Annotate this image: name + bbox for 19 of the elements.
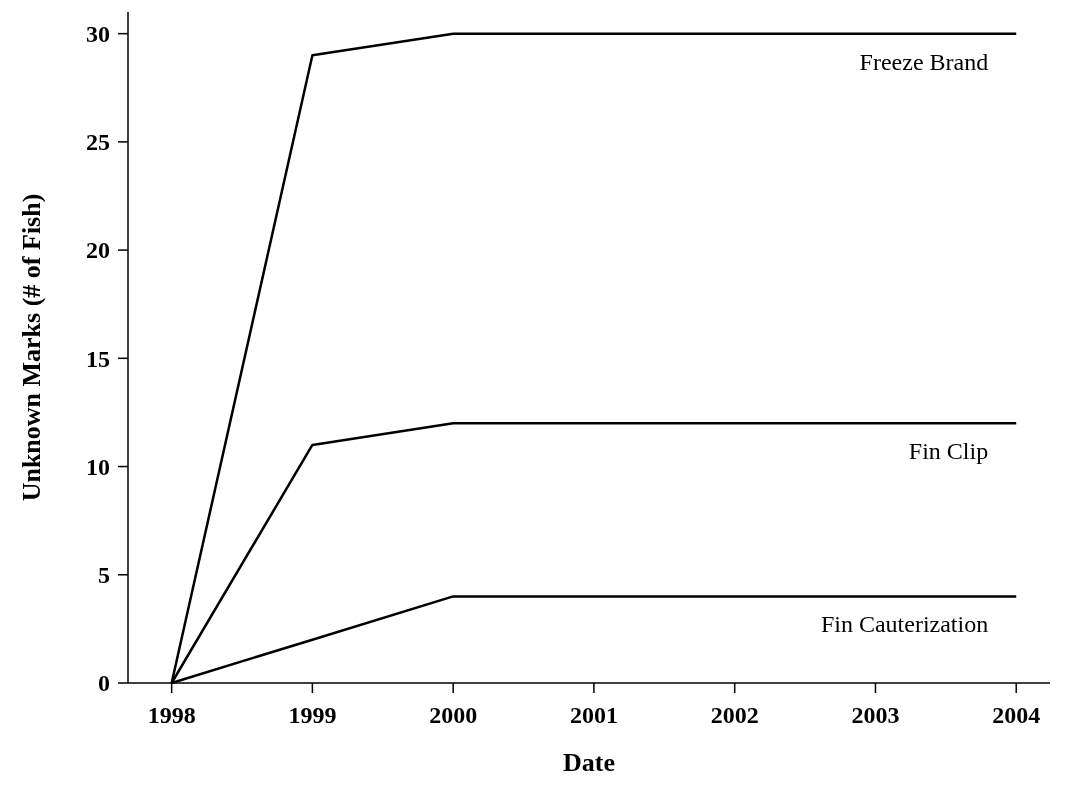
x-tick-label: 2003 bbox=[851, 702, 900, 728]
x-axis-title: Date bbox=[563, 748, 615, 777]
x-tick-label: 2002 bbox=[710, 702, 759, 728]
y-tick-label: 0 bbox=[98, 670, 110, 697]
x-tick-label: 1998 bbox=[147, 702, 196, 728]
x-tick-label: 1999 bbox=[288, 702, 337, 728]
y-tick-label: 15 bbox=[86, 345, 110, 372]
y-tick-label: 10 bbox=[86, 453, 110, 480]
series-label: Fin Cauterization bbox=[820, 611, 989, 638]
series-label: Fin Clip bbox=[908, 438, 989, 465]
y-tick-label: 5 bbox=[98, 562, 110, 589]
x-tick-label: 2001 bbox=[569, 702, 618, 728]
x-tick-label: 2000 bbox=[429, 702, 478, 728]
y-tick-label: 30 bbox=[86, 21, 110, 48]
y-tick-label: 25 bbox=[86, 129, 110, 156]
x-tick-label: 2004 bbox=[992, 702, 1041, 728]
y-axis-title: Unknown Marks (# of Fish) bbox=[17, 193, 46, 502]
y-tick-label: 20 bbox=[86, 237, 110, 264]
series-label: Freeze Brand bbox=[859, 48, 989, 75]
